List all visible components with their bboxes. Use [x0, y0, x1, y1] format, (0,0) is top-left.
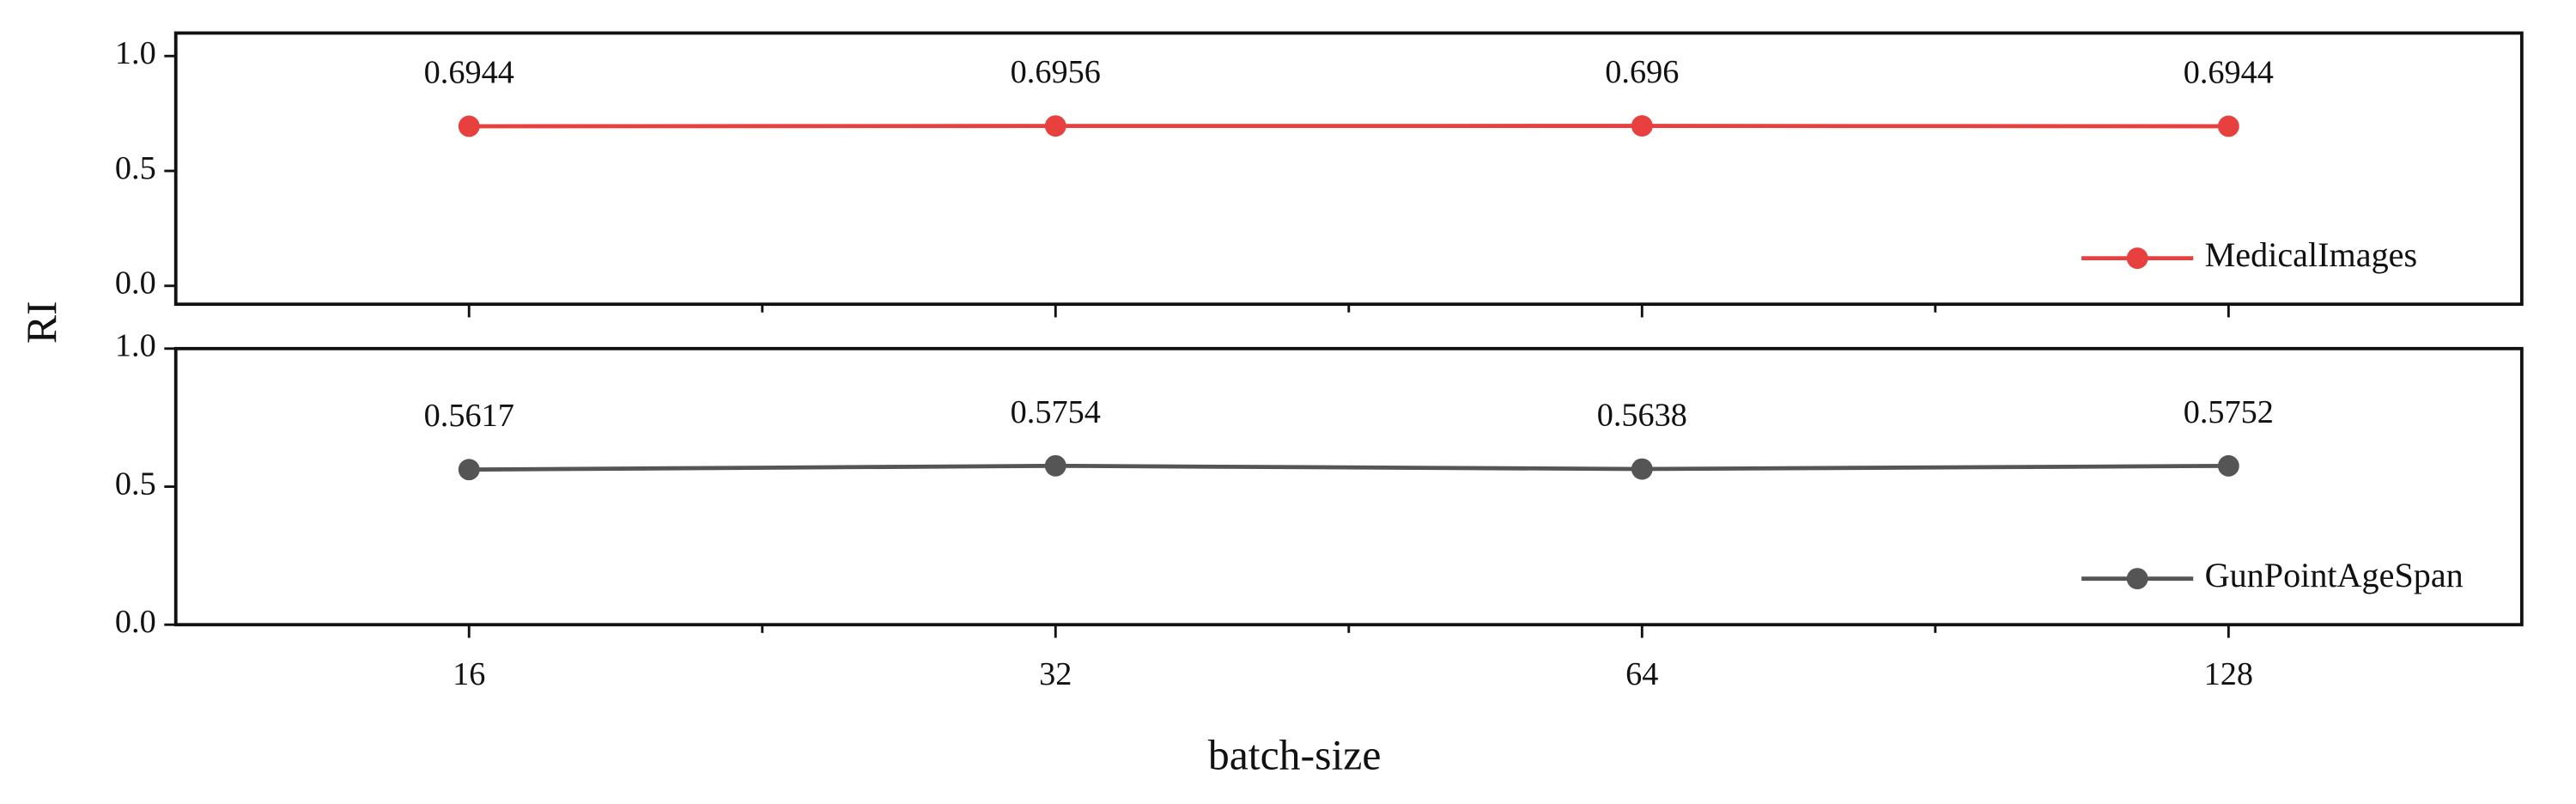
value-label: 0.5754: [1011, 394, 1101, 430]
legend-label: MedicalImages: [2205, 235, 2418, 274]
value-label: 0.6944: [2184, 54, 2274, 90]
value-label: 0.5617: [424, 398, 514, 434]
value-label: 0.5752: [2184, 394, 2274, 430]
x-axis-title: batch-size: [1208, 732, 1382, 779]
data-point: [458, 115, 480, 137]
legend-marker: [2126, 568, 2148, 590]
x-tick-label: 128: [2204, 656, 2253, 692]
y-tick-label: 0.0: [115, 604, 156, 640]
data-point: [1044, 454, 1066, 477]
data-point: [1631, 115, 1653, 137]
y-tick-label: 1.0: [115, 328, 156, 364]
legend-label: GunPointAgeSpan: [2205, 556, 2464, 594]
y-tick-label: 1.0: [115, 35, 156, 71]
value-label: 0.6956: [1011, 54, 1101, 90]
x-tick-label: 16: [453, 656, 485, 692]
value-label: 0.5638: [1597, 397, 1687, 433]
value-label: 0.696: [1605, 54, 1679, 90]
data-point: [2217, 115, 2239, 137]
data-point: [1631, 458, 1653, 480]
legend-marker: [2126, 247, 2148, 270]
y-tick-label: 0.5: [115, 150, 156, 186]
y-tick-label: 0.5: [115, 466, 156, 502]
data-point: [2217, 454, 2239, 477]
x-tick-label: 64: [1625, 656, 1658, 692]
x-tick-label: 32: [1039, 656, 1072, 692]
plot-frame: [173, 346, 2524, 627]
plot-frame: [173, 31, 2524, 307]
data-point: [458, 459, 480, 481]
series-line: [469, 463, 2229, 472]
y-tick-label: 0.0: [115, 265, 156, 302]
y-axis-title: RI: [18, 301, 65, 344]
data-point: [1044, 115, 1066, 137]
value-label: 0.6944: [424, 54, 514, 90]
